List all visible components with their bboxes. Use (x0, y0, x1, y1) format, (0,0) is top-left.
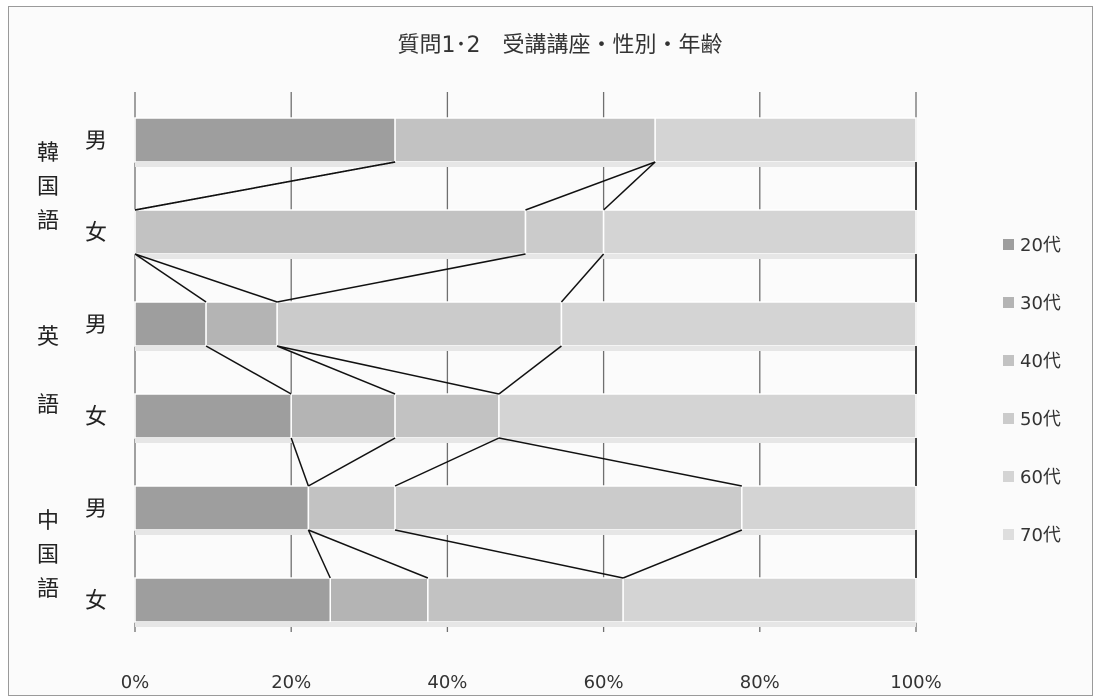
legend-swatch (1003, 471, 1014, 482)
legend-label: 70代 (1020, 525, 1061, 546)
bar-segment (622, 577, 917, 623)
row-label: 男 (85, 129, 107, 154)
legend-swatch (1003, 297, 1014, 308)
bar-segment (654, 117, 917, 163)
x-tick-label: 60% (584, 672, 624, 693)
bar-segment (205, 301, 278, 347)
bar-shadow (135, 254, 916, 259)
x-tick-label: 40% (427, 672, 467, 693)
series-line (560, 253, 605, 303)
series-line (134, 161, 396, 211)
bar-segment (134, 209, 527, 255)
bar-shadow (135, 530, 916, 535)
bar-segment (394, 485, 743, 531)
series-line (525, 161, 656, 211)
legend-label: 50代 (1020, 409, 1061, 430)
row-label: 男 (85, 313, 107, 338)
legend-swatch (1003, 529, 1014, 540)
bar-segment (560, 301, 917, 347)
legend-swatch (1003, 239, 1014, 250)
bar-segment (134, 301, 207, 347)
series-line (205, 345, 292, 395)
row-label: 男 (85, 497, 107, 522)
bar-shadow (135, 162, 916, 167)
series-line (276, 345, 396, 395)
series-line (603, 161, 656, 211)
row-label: 女 (85, 221, 107, 246)
series-line (134, 253, 207, 303)
x-tick-label: 0% (121, 672, 150, 693)
bar-segment (394, 117, 656, 163)
row-label: 女 (85, 589, 107, 614)
bar-segment (741, 485, 917, 531)
x-tick-label: 100% (890, 672, 941, 693)
legend-label: 40代 (1020, 351, 1061, 372)
bar-shadow (135, 346, 916, 351)
series-line (307, 529, 331, 579)
group-label: 中国語 (37, 509, 59, 602)
bar-segment (276, 301, 563, 347)
series-line (394, 529, 624, 579)
bar-segment (307, 485, 396, 531)
bar-segment (134, 117, 396, 163)
bar-shadow (135, 622, 916, 627)
series-line (498, 345, 562, 395)
group-label: 英語 (37, 325, 59, 418)
legend-swatch (1003, 413, 1014, 424)
series-line (276, 345, 500, 395)
bar-segment (134, 485, 310, 531)
chart-title: 質問1･2 受講講座・性別・年齢 (398, 33, 723, 58)
legend-label: 30代 (1020, 293, 1061, 314)
bar-segment (427, 577, 624, 623)
legend-label: 60代 (1020, 467, 1061, 488)
series-line (308, 529, 429, 579)
bar-segment (290, 393, 396, 439)
legend-label: 20代 (1020, 235, 1061, 256)
series-line (622, 529, 743, 579)
bar-segment (329, 577, 429, 623)
series-line (290, 437, 310, 487)
bar-segment (394, 393, 500, 439)
series-line (394, 437, 500, 487)
bar-segment (602, 209, 917, 255)
bar-shadow (135, 438, 916, 443)
bar-segment (134, 393, 292, 439)
row-label: 女 (85, 405, 107, 430)
bar-segment (134, 577, 331, 623)
series-line (134, 253, 278, 303)
series-line (308, 437, 396, 487)
x-tick-label: 20% (271, 672, 311, 693)
legend-swatch (1003, 355, 1014, 366)
series-line (276, 253, 526, 303)
group-label: 韓国語 (37, 141, 59, 234)
bar-segment (524, 209, 605, 255)
x-tick-label: 80% (740, 672, 780, 693)
series-line (498, 437, 742, 487)
bar-segment (498, 393, 917, 439)
